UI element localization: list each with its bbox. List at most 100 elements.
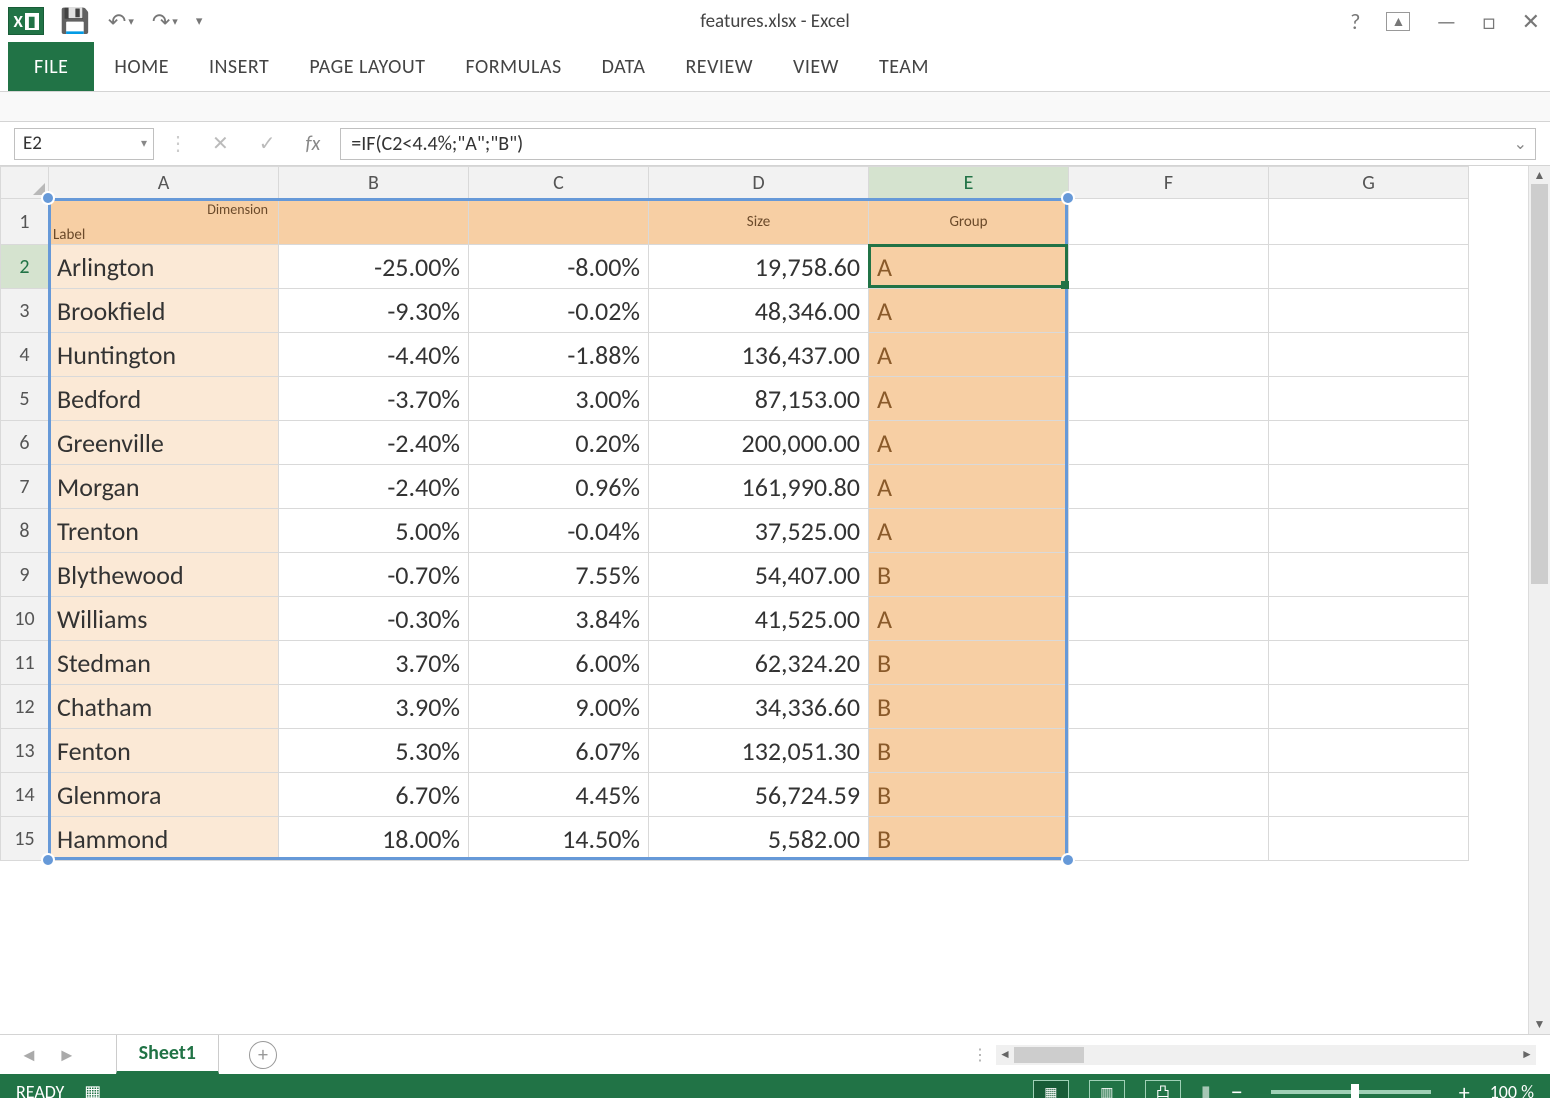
- cell-B15[interactable]: 18.00%: [279, 817, 469, 861]
- cell-A7[interactable]: Morgan: [49, 465, 279, 509]
- cell-A11[interactable]: Stedman: [49, 641, 279, 685]
- row-header-14[interactable]: 14: [1, 773, 49, 817]
- cell-D1[interactable]: Size: [649, 199, 869, 245]
- tab-data[interactable]: DATA: [582, 42, 666, 91]
- cell-D5[interactable]: 87,153.00: [649, 377, 869, 421]
- scroll-down-arrow[interactable]: ▼: [1529, 1017, 1550, 1032]
- row-header-12[interactable]: 12: [1, 685, 49, 729]
- cell-F6[interactable]: [1069, 421, 1269, 465]
- zoom-slider[interactable]: [1271, 1090, 1431, 1094]
- cell-F15[interactable]: [1069, 817, 1269, 861]
- cell-B12[interactable]: 3.90%: [279, 685, 469, 729]
- cell-C8[interactable]: -0.04%: [469, 509, 649, 553]
- cell-E10[interactable]: A: [869, 597, 1069, 641]
- cell-B13[interactable]: 5.30%: [279, 729, 469, 773]
- cell-C1[interactable]: [469, 199, 649, 245]
- cell-D8[interactable]: 37,525.00: [649, 509, 869, 553]
- cell-A9[interactable]: Blythewood: [49, 553, 279, 597]
- cell-A8[interactable]: Trenton: [49, 509, 279, 553]
- cell-D15[interactable]: 5,582.00: [649, 817, 869, 861]
- scroll-left-arrow[interactable]: ◄: [996, 1047, 1014, 1062]
- cell-B8[interactable]: 5.00%: [279, 509, 469, 553]
- cell-D7[interactable]: 161,990.80: [649, 465, 869, 509]
- view-page-layout-button[interactable]: ▥: [1089, 1080, 1125, 1098]
- row-header-4[interactable]: 4: [1, 333, 49, 377]
- horizontal-scroll-thumb[interactable]: [1014, 1047, 1084, 1063]
- cell-B10[interactable]: -0.30%: [279, 597, 469, 641]
- zoom-out-button[interactable]: −: [1231, 1078, 1243, 1098]
- col-header-D[interactable]: D: [649, 167, 869, 199]
- cell-F11[interactable]: [1069, 641, 1269, 685]
- cell-A10[interactable]: Williams: [49, 597, 279, 641]
- cell-G5[interactable]: [1269, 377, 1469, 421]
- cell-D2[interactable]: 19,758.60: [649, 245, 869, 289]
- cell-E7[interactable]: A: [869, 465, 1069, 509]
- cell-D3[interactable]: 48,346.00: [649, 289, 869, 333]
- cell-C11[interactable]: 6.00%: [469, 641, 649, 685]
- cell-D9[interactable]: 54,407.00: [649, 553, 869, 597]
- zoom-level[interactable]: 100 %: [1490, 1081, 1534, 1098]
- cell-C12[interactable]: 9.00%: [469, 685, 649, 729]
- cell-A14[interactable]: Glenmora: [49, 773, 279, 817]
- col-header-E[interactable]: E: [869, 167, 1069, 199]
- insert-function-button[interactable]: fx: [296, 132, 331, 156]
- cell-D4[interactable]: 136,437.00: [649, 333, 869, 377]
- tab-home[interactable]: HOME: [94, 42, 189, 91]
- cell-E9[interactable]: B: [869, 553, 1069, 597]
- cell-F3[interactable]: [1069, 289, 1269, 333]
- formula-input[interactable]: =IF(C2<4.4%;"A";"B"): [340, 128, 1536, 160]
- row-header-5[interactable]: 5: [1, 377, 49, 421]
- row-header-11[interactable]: 11: [1, 641, 49, 685]
- horizontal-scrollbar[interactable]: ◄ ►: [996, 1045, 1536, 1065]
- save-button[interactable]: 💾: [60, 7, 90, 36]
- close-button[interactable]: ✕: [1522, 8, 1540, 35]
- cell-G2[interactable]: [1269, 245, 1469, 289]
- cell-G10[interactable]: [1269, 597, 1469, 641]
- row-header-6[interactable]: 6: [1, 421, 49, 465]
- cell-G3[interactable]: [1269, 289, 1469, 333]
- cell-F10[interactable]: [1069, 597, 1269, 641]
- cell-B3[interactable]: -9.30%: [279, 289, 469, 333]
- cell-D12[interactable]: 34,336.60: [649, 685, 869, 729]
- cell-E4[interactable]: A: [869, 333, 1069, 377]
- tab-file[interactable]: FILE: [8, 42, 94, 91]
- cell-C7[interactable]: 0.96%: [469, 465, 649, 509]
- cell-A13[interactable]: Fenton: [49, 729, 279, 773]
- cell-G12[interactable]: [1269, 685, 1469, 729]
- tab-page-layout[interactable]: PAGE LAYOUT: [289, 42, 445, 91]
- row-header-8[interactable]: 8: [1, 509, 49, 553]
- cell-G13[interactable]: [1269, 729, 1469, 773]
- cell-C9[interactable]: 7.55%: [469, 553, 649, 597]
- row-header-3[interactable]: 3: [1, 289, 49, 333]
- cell-B1[interactable]: [279, 199, 469, 245]
- sheet-tab-sheet1[interactable]: Sheet1: [116, 1035, 219, 1074]
- minimize-button[interactable]: —: [1436, 8, 1456, 35]
- cell-E11[interactable]: B: [869, 641, 1069, 685]
- cell-F2[interactable]: [1069, 245, 1269, 289]
- cell-E5[interactable]: A: [869, 377, 1069, 421]
- cell-E1[interactable]: Group: [869, 199, 1069, 245]
- cell-C15[interactable]: 14.50%: [469, 817, 649, 861]
- cell-C6[interactable]: 0.20%: [469, 421, 649, 465]
- sheet-nav-next[interactable]: ►: [48, 1044, 86, 1066]
- cell-B7[interactable]: -2.40%: [279, 465, 469, 509]
- maximize-button[interactable]: □: [1482, 8, 1495, 35]
- qat-customize-button[interactable]: ▾: [196, 14, 203, 29]
- add-sheet-button[interactable]: +: [249, 1041, 277, 1069]
- cell-A5[interactable]: Bedford: [49, 377, 279, 421]
- tab-view[interactable]: VIEW: [773, 42, 859, 91]
- cell-C4[interactable]: -1.88%: [469, 333, 649, 377]
- cell-F9[interactable]: [1069, 553, 1269, 597]
- cell-E14[interactable]: B: [869, 773, 1069, 817]
- col-header-G[interactable]: G: [1269, 167, 1469, 199]
- cell-F1[interactable]: [1069, 199, 1269, 245]
- cell-G7[interactable]: [1269, 465, 1469, 509]
- grid-main[interactable]: A B C D E F G 1DimensionLabelSizeGroup2A…: [0, 166, 1528, 1034]
- cell-G11[interactable]: [1269, 641, 1469, 685]
- cell-E2[interactable]: A: [869, 245, 1069, 289]
- cell-A4[interactable]: Huntington: [49, 333, 279, 377]
- select-all-corner[interactable]: [1, 167, 49, 199]
- cell-B2[interactable]: -25.00%: [279, 245, 469, 289]
- cell-A12[interactable]: Chatham: [49, 685, 279, 729]
- cell-B4[interactable]: -4.40%: [279, 333, 469, 377]
